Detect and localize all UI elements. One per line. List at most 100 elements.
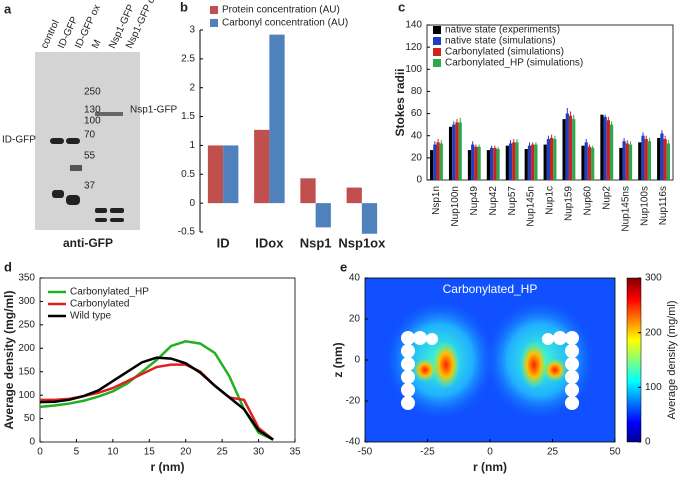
bar <box>477 146 481 180</box>
x-tick-label: 0 <box>487 447 493 458</box>
y-tick-label: 0 <box>189 198 195 209</box>
bar <box>638 142 642 180</box>
x-tick-label: Nup57 <box>507 186 518 216</box>
bar <box>486 150 491 180</box>
bar <box>455 122 459 180</box>
x-tick-label: 25 <box>547 447 559 458</box>
panel-label: a <box>4 1 12 16</box>
bar <box>515 142 519 180</box>
x-tick-label: Nup159 <box>564 186 575 221</box>
y-tick-label: 140 <box>405 20 422 31</box>
bar <box>587 146 592 180</box>
y-tick-label: 40 <box>411 130 423 141</box>
panel-label: c <box>398 0 405 14</box>
bar <box>546 139 550 180</box>
colorbar-label: Average density (mg/ml) <box>666 300 678 419</box>
bar <box>606 120 610 180</box>
bar <box>361 203 378 234</box>
legend-label: Carbonylated <box>70 299 129 310</box>
x-tick-label: IDox <box>255 235 284 250</box>
y-tick-label: 60 <box>411 108 423 119</box>
y-axis-label: Stokes radii <box>393 68 407 136</box>
marker-label: 130 <box>84 105 101 116</box>
marker-label: 70 <box>84 130 96 141</box>
band-label: Nsp1-GFP <box>130 105 178 116</box>
y-tick-label: -20 <box>346 396 361 407</box>
bar <box>565 113 569 180</box>
bar <box>657 137 661 180</box>
x-tick-label: Nup116s <box>658 186 669 225</box>
y-tick-label: 100 <box>405 64 422 75</box>
bar <box>467 150 472 180</box>
bar <box>568 115 573 180</box>
y-tick-label: 300 <box>18 296 35 307</box>
legend-label: Carbonyl concentration (AU) <box>222 18 348 29</box>
bar <box>527 145 532 180</box>
x-tick-label: Nup2 <box>601 186 612 210</box>
y-tick-label: 20 <box>349 314 361 325</box>
bar <box>660 133 664 180</box>
bar <box>458 122 462 180</box>
bar <box>603 116 607 180</box>
bar <box>663 139 667 180</box>
bar <box>600 114 604 180</box>
legend-swatch <box>210 6 218 14</box>
y-tick-label: 0 <box>29 437 35 448</box>
legend-swatch <box>433 26 441 34</box>
x-tick-label: -50 <box>358 447 373 458</box>
x-tick-label: Nup100s <box>639 186 650 226</box>
legend-label: Carbonylated (simulations) <box>445 47 564 58</box>
band-label: ID-GFP <box>2 135 36 146</box>
y-tick-label: 80 <box>411 86 423 97</box>
colorbar <box>626 277 642 443</box>
colorbar-tick-label: 300 <box>645 273 662 284</box>
y-tick-label: 40 <box>349 273 361 284</box>
colorbar-tick-label: 0 <box>645 437 651 448</box>
bar <box>619 147 623 180</box>
legend-swatch <box>210 19 218 27</box>
bar <box>647 141 652 180</box>
x-tick-label: Nsp1 <box>300 235 332 250</box>
bar <box>543 144 547 180</box>
y-tick-label: 50 <box>24 413 36 424</box>
y-axis-label: z (nm) <box>331 342 345 377</box>
bar <box>474 146 478 180</box>
x-tick-label: 50 <box>609 447 621 458</box>
beads <box>401 331 579 410</box>
legend-label: native state (experiments) <box>445 25 560 36</box>
x-tick-label: Nup42 <box>488 186 499 216</box>
y-tick-label: 0 <box>354 355 360 366</box>
marker-label: 250 <box>84 87 101 98</box>
y-tick-label: 1.5 <box>181 111 195 122</box>
legend-swatch <box>433 59 441 67</box>
x-axis-label: r (nm) <box>151 460 185 474</box>
legend-label: native state (simulations) <box>445 36 556 47</box>
y-tick-label: 3 <box>189 25 195 36</box>
blot-bands <box>50 112 124 222</box>
x-tick-label: 5 <box>74 447 80 458</box>
bar <box>609 124 614 180</box>
colorbar-tick-label: 100 <box>645 382 662 393</box>
bar <box>505 145 509 180</box>
bar <box>223 145 239 204</box>
x-tick-label: Nup145ns <box>620 186 631 232</box>
bar <box>452 124 456 180</box>
marker-label: 37 <box>84 181 96 192</box>
bar <box>666 143 670 180</box>
bar <box>439 143 443 180</box>
legend-label: Carbonylated_HP (simulations) <box>445 58 583 69</box>
antibody-label: anti-GFP <box>63 236 113 250</box>
lane-label: M <box>90 38 103 50</box>
bar <box>524 149 528 180</box>
bar <box>534 144 538 180</box>
x-tick-label: Nsp1n <box>431 186 442 215</box>
marker-label: 100 <box>84 116 101 127</box>
bar <box>553 139 557 180</box>
bar <box>591 147 595 180</box>
bar <box>254 129 270 204</box>
y-axis-label: Average density (mg/ml) <box>2 291 16 430</box>
legend-swatch <box>433 48 441 56</box>
bar <box>496 149 500 180</box>
x-tick-label: 20 <box>180 447 192 458</box>
